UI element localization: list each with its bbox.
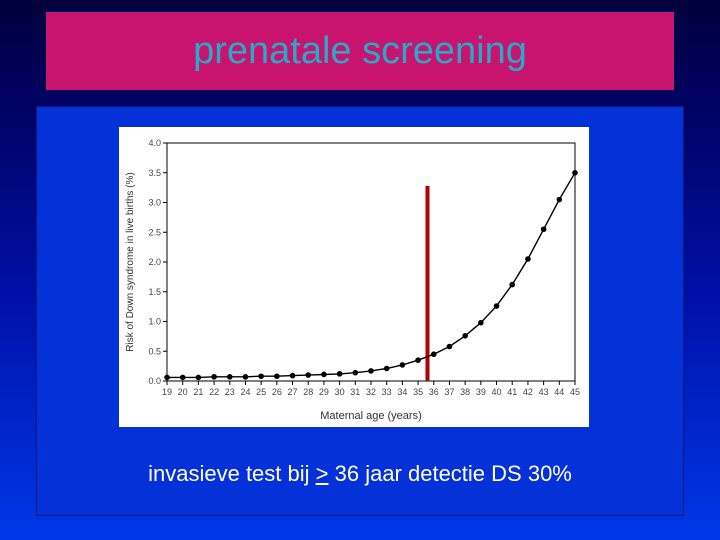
svg-text:0.0: 0.0 bbox=[148, 376, 161, 386]
svg-text:34: 34 bbox=[397, 387, 407, 397]
svg-text:45: 45 bbox=[570, 387, 580, 397]
svg-text:25: 25 bbox=[256, 387, 266, 397]
svg-text:37: 37 bbox=[444, 387, 454, 397]
chart: 0.0 0.5 1.0 1.5 2.0 2.5 3.0 3.5 4.0 19 20 21 22 23 24 2… bbox=[119, 127, 589, 427]
svg-text:23: 23 bbox=[225, 387, 235, 397]
caption-post: 36 jaar detectie DS 30% bbox=[329, 461, 572, 486]
svg-text:19: 19 bbox=[162, 387, 172, 397]
title-box: prenatale screening bbox=[44, 10, 676, 92]
svg-text:3.5: 3.5 bbox=[148, 168, 161, 178]
svg-text:39: 39 bbox=[476, 387, 486, 397]
svg-text:2.0: 2.0 bbox=[148, 257, 161, 267]
svg-text:31: 31 bbox=[350, 387, 360, 397]
svg-text:0.5: 0.5 bbox=[148, 346, 161, 356]
svg-text:44: 44 bbox=[554, 387, 564, 397]
svg-text:21: 21 bbox=[193, 387, 203, 397]
svg-text:22: 22 bbox=[209, 387, 219, 397]
caption: invasieve test bij > 36 jaar detectie DS… bbox=[37, 461, 683, 487]
caption-sym: > bbox=[316, 461, 329, 486]
caption-pre: invasieve test bij bbox=[148, 461, 316, 486]
svg-text:38: 38 bbox=[460, 387, 470, 397]
chart-panel: 0.0 0.5 1.0 1.5 2.0 2.5 3.0 3.5 4.0 19 20 21 22 23 24 2… bbox=[36, 106, 684, 516]
svg-text:43: 43 bbox=[539, 387, 549, 397]
svg-text:33: 33 bbox=[382, 387, 392, 397]
svg-text:32: 32 bbox=[366, 387, 376, 397]
svg-text:30: 30 bbox=[335, 387, 345, 397]
svg-text:Maternal age (years): Maternal age (years) bbox=[320, 410, 422, 422]
slide: prenatale screening 0.0 0.5 1.0 1.5 2.0 2.5 3.… bbox=[0, 0, 720, 540]
svg-text:2.5: 2.5 bbox=[148, 227, 161, 237]
svg-text:41: 41 bbox=[507, 387, 517, 397]
svg-text:1.0: 1.0 bbox=[148, 317, 161, 327]
svg-text:1.5: 1.5 bbox=[148, 287, 161, 297]
svg-text:42: 42 bbox=[523, 387, 533, 397]
title-text: prenatale screening bbox=[193, 30, 527, 73]
svg-text:3.0: 3.0 bbox=[148, 198, 161, 208]
svg-text:35: 35 bbox=[413, 387, 423, 397]
svg-text:40: 40 bbox=[492, 387, 502, 397]
chart-container: 0.0 0.5 1.0 1.5 2.0 2.5 3.0 3.5 4.0 19 20 21 22 23 24 2… bbox=[119, 127, 589, 427]
svg-text:24: 24 bbox=[240, 387, 250, 397]
svg-text:27: 27 bbox=[288, 387, 298, 397]
svg-text:26: 26 bbox=[272, 387, 282, 397]
svg-text:Risk of Down syndrome in live: Risk of Down syndrome in live births (%) bbox=[125, 172, 136, 352]
svg-text:20: 20 bbox=[178, 387, 188, 397]
svg-text:29: 29 bbox=[319, 387, 329, 397]
svg-text:4.0: 4.0 bbox=[148, 138, 161, 148]
svg-text:36: 36 bbox=[429, 387, 439, 397]
svg-text:28: 28 bbox=[303, 387, 313, 397]
